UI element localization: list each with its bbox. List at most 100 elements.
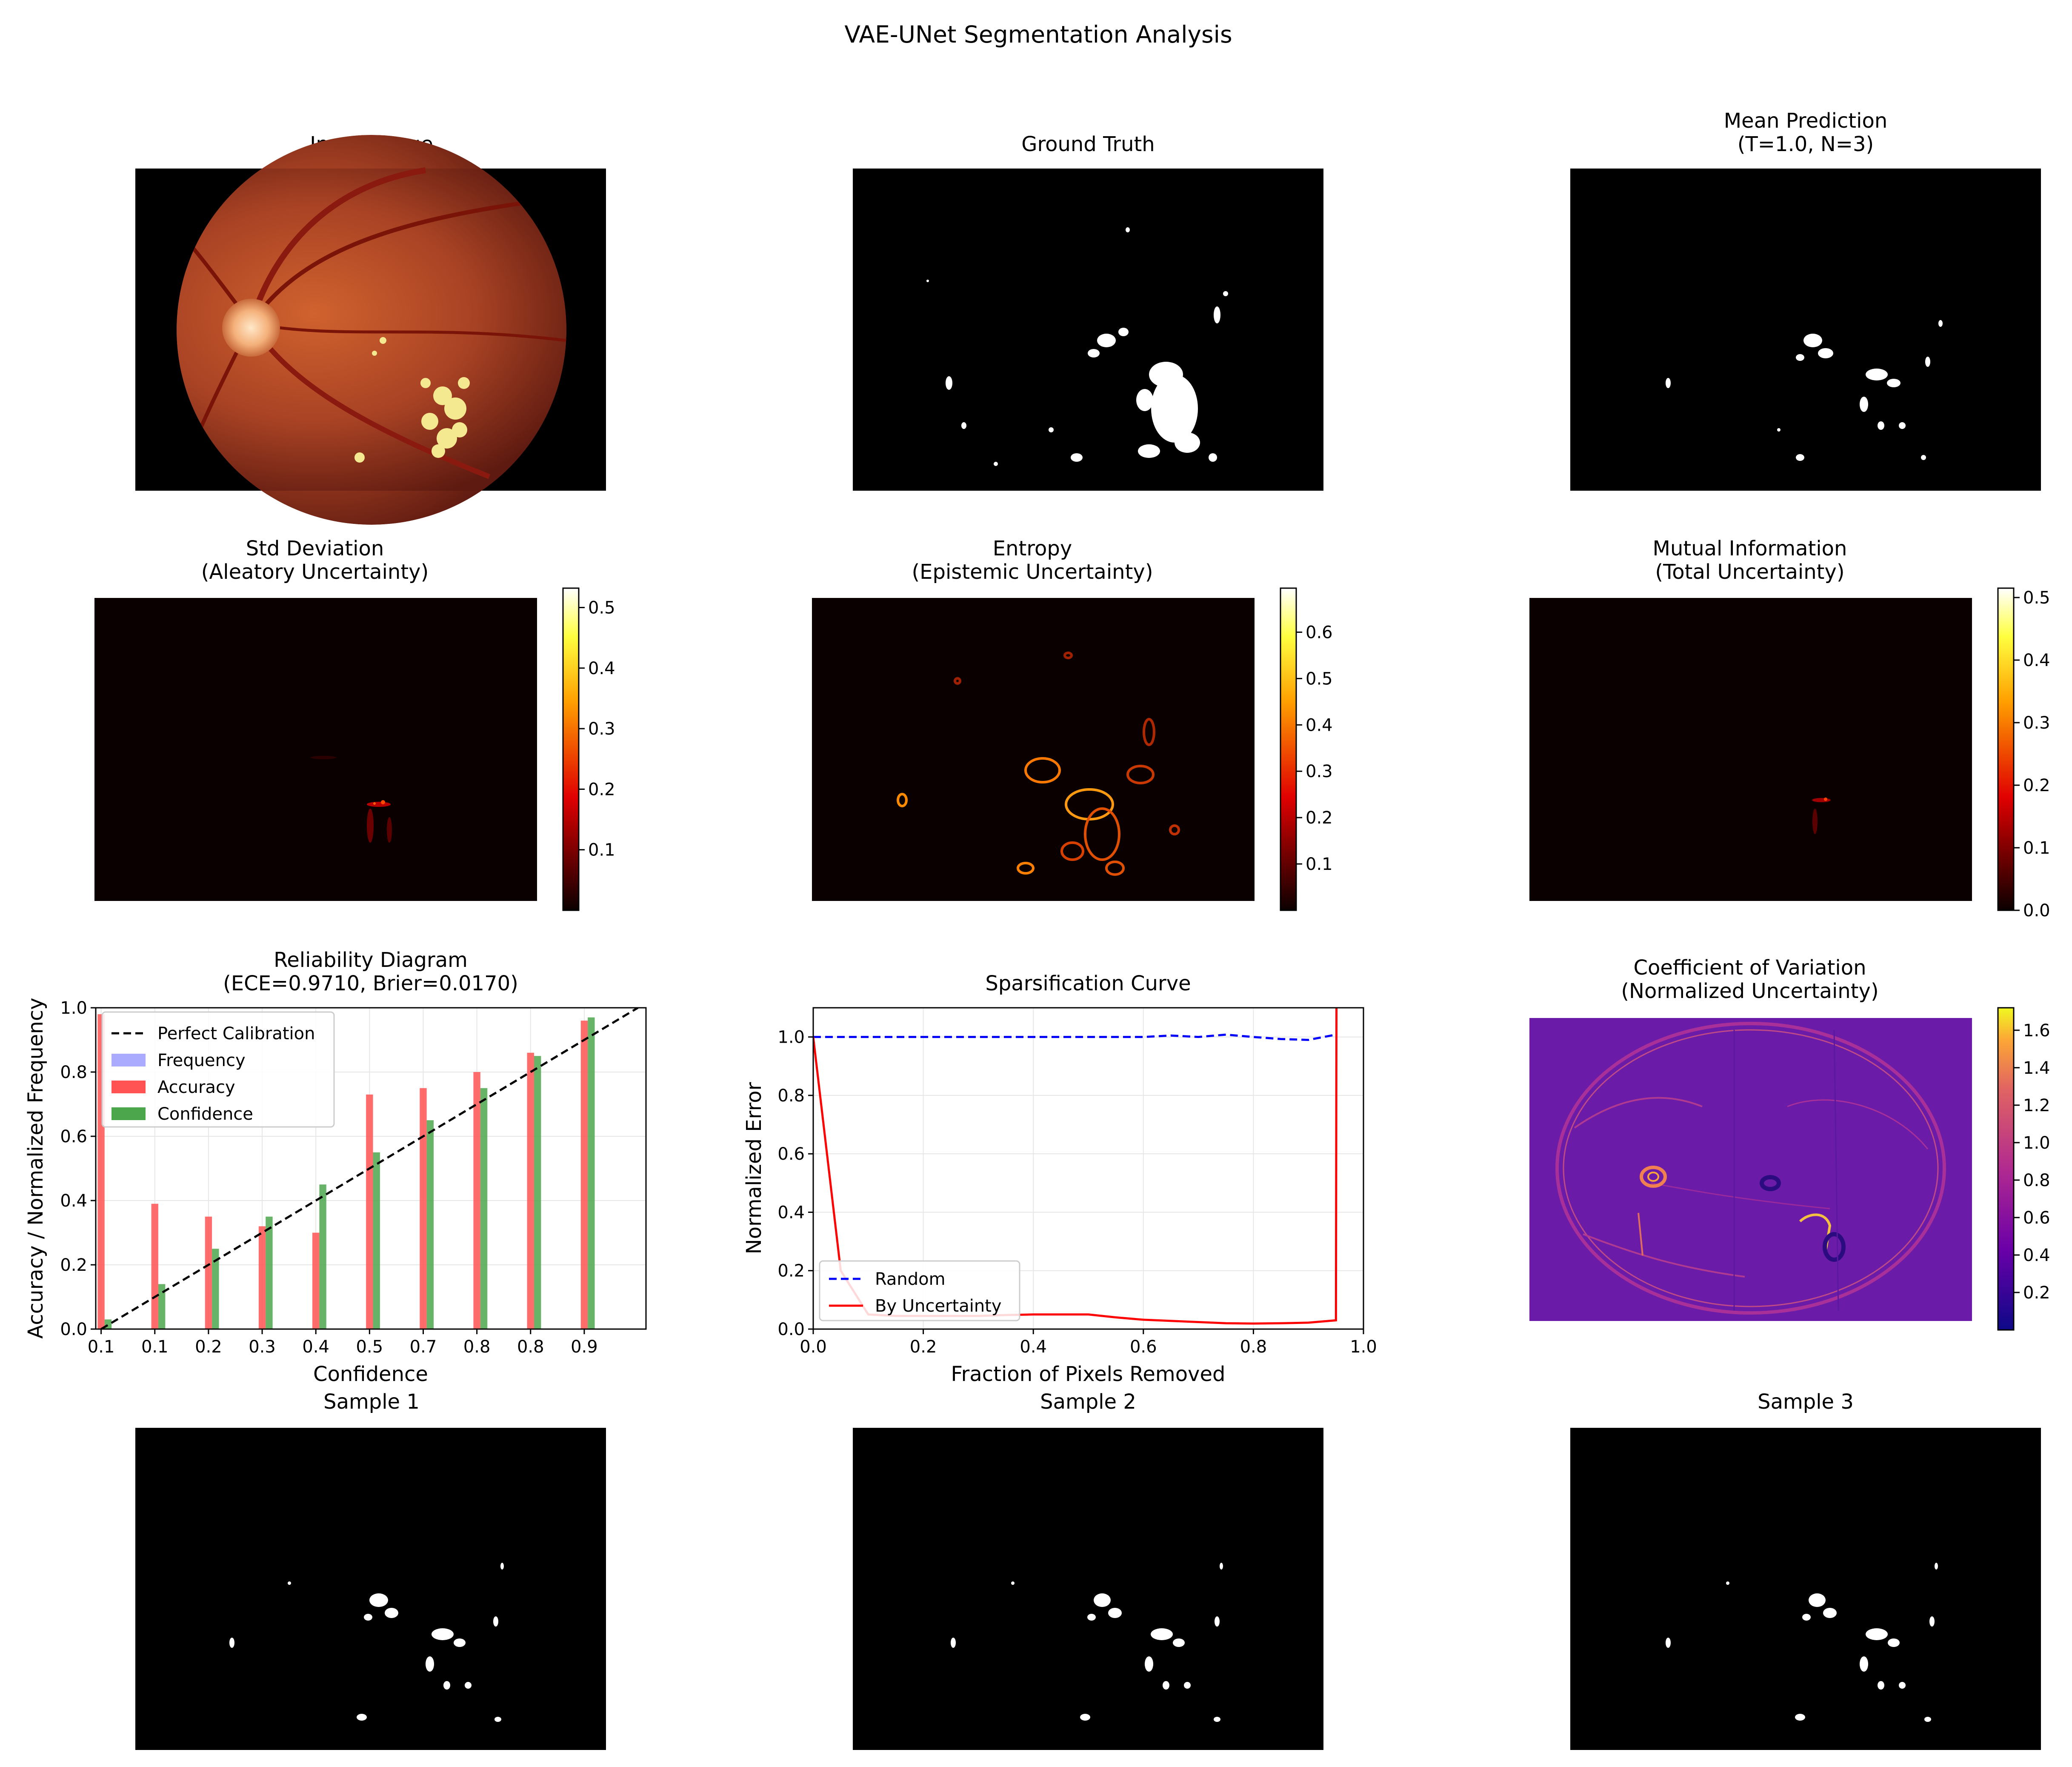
mean-prediction-title-2: (T=1.0, N=3) (1738, 132, 1874, 156)
input-image-panel: Input Image (135, 132, 606, 525)
legend-swatch-frequency (111, 1054, 146, 1066)
sparsification-ytick-label-3: 0.6 (777, 1144, 805, 1164)
cov-cb-tick-label-5: 1.2 (2023, 1096, 2050, 1115)
ent-cb-tick-label-2: 0.3 (1306, 762, 1333, 781)
entropy-colorbar-ticks: 0.1 0.2 0.3 0.4 0.5 0.6 (1296, 623, 1333, 874)
sparsification-axes-frame (812, 1007, 1364, 1330)
reliability-xtick-label-9: 0.9 (571, 1337, 598, 1357)
mean-prediction-title-1: Mean Prediction (1724, 109, 1888, 133)
legend-label-accuracy: Accuracy (157, 1078, 235, 1097)
mi-cb-tick-label-0: 0.0 (2023, 901, 2050, 921)
binary-lesion-mask-icon (951, 1563, 1223, 1722)
ent-cb-tick-label-3: 0.4 (1306, 715, 1333, 735)
legend-label-frequency: Frequency (157, 1051, 246, 1070)
reliability-bar-accuracy-8 (527, 1052, 534, 1329)
cov-title-1: Coefficient of Variation (1633, 956, 1866, 980)
sparsification-legend-box (819, 1260, 1020, 1321)
std-deviation-hotspots (311, 756, 392, 843)
std-colorbar (562, 587, 580, 911)
sparsification-line-random (813, 1033, 1336, 1041)
entropy-panel: Entropy (Epistemic Uncertainty) 0.10.20.… (812, 537, 1333, 911)
legend-label-perfect-calibration: Perfect Calibration (157, 1024, 315, 1044)
sparsification-title: Sparsification Curve (985, 972, 1191, 995)
reliability-ytick-label-4: 0.8 (60, 1063, 87, 1082)
ent-cb-tick-label-1: 0.2 (1306, 808, 1333, 828)
mi-cb-tick-label-5: 0.5 (2023, 588, 2050, 608)
binary-lesion-mask-icon (926, 227, 1228, 466)
mean-prediction-background (1570, 169, 2041, 491)
mutual-information-title-2: (Total Uncertainty) (1655, 560, 1844, 584)
sparsification-xtick-label-1: 0.2 (910, 1337, 937, 1357)
mi-cb-tick-label-1: 0.1 (2023, 838, 2050, 858)
mutual-information-hotspots (1812, 798, 1831, 834)
sparsification-xtick-label-2: 0.4 (1020, 1337, 1047, 1357)
reliability-ytick-label-0: 0.0 (60, 1320, 87, 1339)
sample-3-panel: Sample 3 (1570, 1390, 2041, 1750)
reliability-xtick-label-1: 0.1 (141, 1337, 169, 1357)
sparsification-curve-panel: Sparsification Curve 0.0 0.2 0.4 0.6 0.8 1.00… (742, 972, 1377, 1386)
sparsification-xlabel: Fraction of Pixels Removed (951, 1362, 1226, 1386)
entropy-title-2: (Epistemic Uncertainty) (912, 560, 1153, 584)
reliability-bar-confidence-8 (534, 1056, 541, 1329)
std-deviation-heatmap (94, 598, 537, 901)
mutual-information-panel: Mutual Information (Total Uncertainty) 0… (1529, 537, 2050, 921)
reliability-bar-confidence-7 (480, 1088, 488, 1329)
reliability-xtick-label-7: 0.8 (463, 1337, 491, 1357)
reliability-bar-accuracy-1 (151, 1204, 158, 1329)
cov-cb-tick-label-6: 1.4 (2023, 1058, 2050, 1078)
figure-title: VAE-UNet Segmentation Analysis (844, 21, 1232, 48)
reliability-bar-accuracy-3 (258, 1226, 266, 1329)
ground-truth-background (853, 169, 1323, 491)
std-deviation-panel: Std Deviation (Aleatory Uncertainty) 0.1… (94, 537, 615, 911)
binary-lesion-mask-icon (1666, 320, 1943, 461)
reliability-bar-confidence-6 (426, 1120, 434, 1329)
mi-colorbar-ticks: 0.0 0.1 0.2 0.3 0.4 0.5 (2014, 588, 2050, 921)
std-deviation-title-2: (Aleatory Uncertainty) (201, 560, 429, 584)
reliability-ticks: 0.0 0.2 0.4 0.6 0.8 1.0 0.1 0.1 0.2 0.3 0.4 0.5 0.7 0… (60, 998, 597, 1357)
reliability-title-2: (ECE=0.9710, Brier=0.0170) (223, 972, 518, 995)
sample-1-panel: Sample 1 (135, 1390, 606, 1750)
cov-colorbar (1997, 1007, 2015, 1331)
mean-prediction-panel: Mean Prediction (T=1.0, N=3) (1570, 109, 2041, 491)
cov-cb-tick-label-7: 1.6 (2023, 1021, 2050, 1041)
cov-cb-tick-label-1: 0.4 (2023, 1246, 2050, 1265)
sparsification-ytick-label-5: 1.0 (777, 1028, 805, 1047)
reliability-axes-frame (95, 1007, 647, 1330)
std-cb-tick-label-2: 0.3 (588, 719, 615, 739)
legend-swatch-confidence (111, 1107, 146, 1120)
ground-truth-title: Ground Truth (1021, 132, 1155, 156)
sparsification-ylabel: Normalized Error (742, 1082, 766, 1255)
mutual-information-title-1: Mutual Information (1653, 537, 1847, 560)
mi-cb-tick-label-4: 0.4 (2023, 651, 2050, 670)
legend-label-by-uncertainty: By Uncertainty (875, 1296, 1002, 1316)
reliability-xtick-label-0: 0.1 (88, 1337, 115, 1357)
reliability-bar-confidence-3 (266, 1216, 273, 1329)
reliability-reference-line (100, 1008, 639, 1329)
reliability-xtick-label-3: 0.3 (249, 1337, 276, 1357)
reliability-bar-confidence-9 (588, 1017, 595, 1329)
entropy-title-1: Entropy (993, 537, 1072, 560)
legend-label-confidence: Confidence (157, 1104, 253, 1124)
reliability-xtick-label-8: 0.8 (517, 1337, 544, 1357)
mi-colorbar (1997, 587, 2015, 911)
sparsification-ticks: 0.0 0.2 0.4 0.6 0.8 1.0 0.0 0.2 0.4 0.6 0.8 1.0 (777, 1028, 1377, 1357)
reliability-xtick-label-6: 0.7 (410, 1337, 437, 1357)
cov-cb-tick-label-4: 1.0 (2023, 1133, 2050, 1153)
reliability-bar-confidence-5 (373, 1152, 380, 1329)
sparsification-ytick-label-4: 0.8 (777, 1086, 805, 1106)
std-cb-tick-label-4: 0.5 (588, 598, 615, 618)
reliability-bar-accuracy-2 (205, 1216, 212, 1329)
std-cb-tick-label-3: 0.4 (588, 659, 615, 678)
sample-3-title: Sample 3 (1758, 1390, 1854, 1414)
entropy-hotspots (897, 652, 1180, 876)
mutual-information-heatmap (1529, 598, 1972, 901)
reliability-bar-accuracy-5 (366, 1094, 373, 1329)
reliability-bar-accuracy-6 (420, 1088, 427, 1329)
entropy-heatmap (812, 598, 1255, 901)
reliability-bar-confidence-1 (158, 1284, 166, 1329)
reliability-title-1: Reliability Diagram (274, 948, 468, 972)
sparsification-legend: Random By Uncertainty (819, 1260, 1020, 1321)
mi-cb-tick-label-2: 0.2 (2023, 776, 2050, 795)
std-colorbar-ticks: 0.1 0.2 0.3 0.4 0.5 (579, 598, 615, 860)
